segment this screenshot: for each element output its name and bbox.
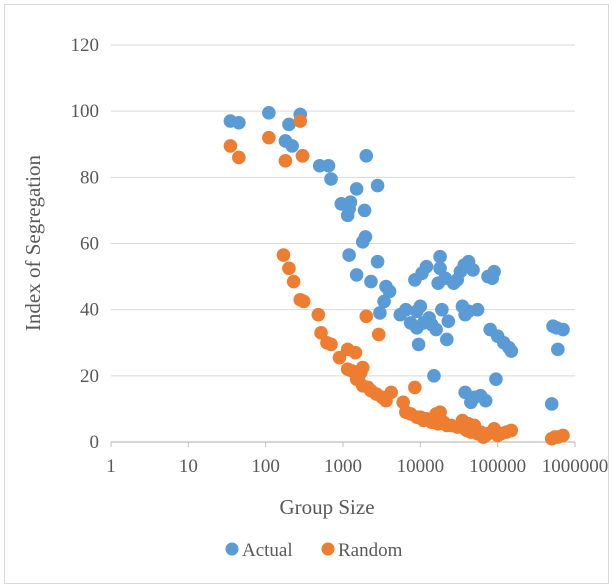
point-actual [544,397,559,411]
point-actual [364,274,378,289]
y-tick-label: 80 [80,167,99,188]
point-actual [232,115,246,130]
x-tick-label: 100 [251,456,280,477]
point-actual [470,302,485,317]
point-actual [285,139,299,153]
point-random [232,150,246,165]
point-actual [393,307,408,322]
x-tick-label: 100000 [469,456,526,477]
point-random [282,261,296,276]
point-actual [487,264,501,279]
x-tick-label: 1000 [324,456,362,477]
point-actual [377,294,391,309]
point-random [408,380,422,395]
point-random [332,350,347,365]
point-actual [358,230,373,244]
point-actual [282,117,296,132]
point-actual [262,106,276,120]
point-actual [349,268,364,282]
data-points [223,106,570,446]
point-random [556,428,570,443]
point-actual [413,299,428,314]
point-actual [321,158,336,173]
point-actual [427,369,441,383]
point-actual [343,195,358,209]
point-random [324,337,338,352]
point-actual [370,254,385,269]
x-tick-label: 10 [179,456,198,477]
y-tick-label: 100 [71,101,100,122]
point-actual [478,393,493,408]
legend-marker-random [321,542,335,556]
point-actual [433,249,447,264]
chart-border [4,4,609,584]
point-actual [324,172,338,186]
point-actual [441,314,456,329]
x-tick-label: 1000000 [542,456,609,477]
point-actual [419,259,434,274]
point-random [276,248,291,262]
y-tick-label: 60 [80,234,99,255]
point-actual [357,203,372,218]
legend-label-random: Random [338,540,403,561]
point-random [296,294,311,309]
y-tick-label: 20 [80,366,99,387]
point-random [314,326,328,340]
point-actual [342,248,356,262]
y-axis-title: Index of Segregation [21,154,45,331]
point-random [223,139,238,153]
point-random [504,423,519,438]
x-axis-title: Group Size [279,495,374,519]
point-actual [556,322,570,337]
point-random [293,114,308,128]
point-actual [373,306,387,320]
point-actual [382,284,397,299]
y-tick-label: 0 [90,432,100,453]
legend-label-actual: Actual [242,540,293,561]
point-actual [359,149,374,163]
point-random [286,274,301,289]
y-tick-label: 40 [80,300,99,321]
point-random [311,307,326,322]
point-random [384,385,398,400]
point-actual [440,332,454,347]
legend: Actual Random [225,540,403,561]
point-actual [411,337,426,352]
point-actual [551,342,565,357]
point-random [371,327,386,342]
x-tick-label: 1 [106,456,116,477]
point-random [348,345,363,360]
point-random [295,149,310,163]
y-tick-label: 120 [71,35,100,56]
point-random [278,153,293,168]
point-random [262,130,276,145]
point-random [355,360,370,375]
point-actual [466,263,480,277]
point-actual [370,178,385,193]
point-actual [504,344,519,358]
legend-marker-actual [225,542,239,556]
x-tick-label: 10000 [397,456,445,477]
point-random [359,309,374,324]
point-actual [435,302,449,317]
point-actual [349,182,364,196]
point-actual [429,322,443,337]
point-actual [489,372,503,386]
